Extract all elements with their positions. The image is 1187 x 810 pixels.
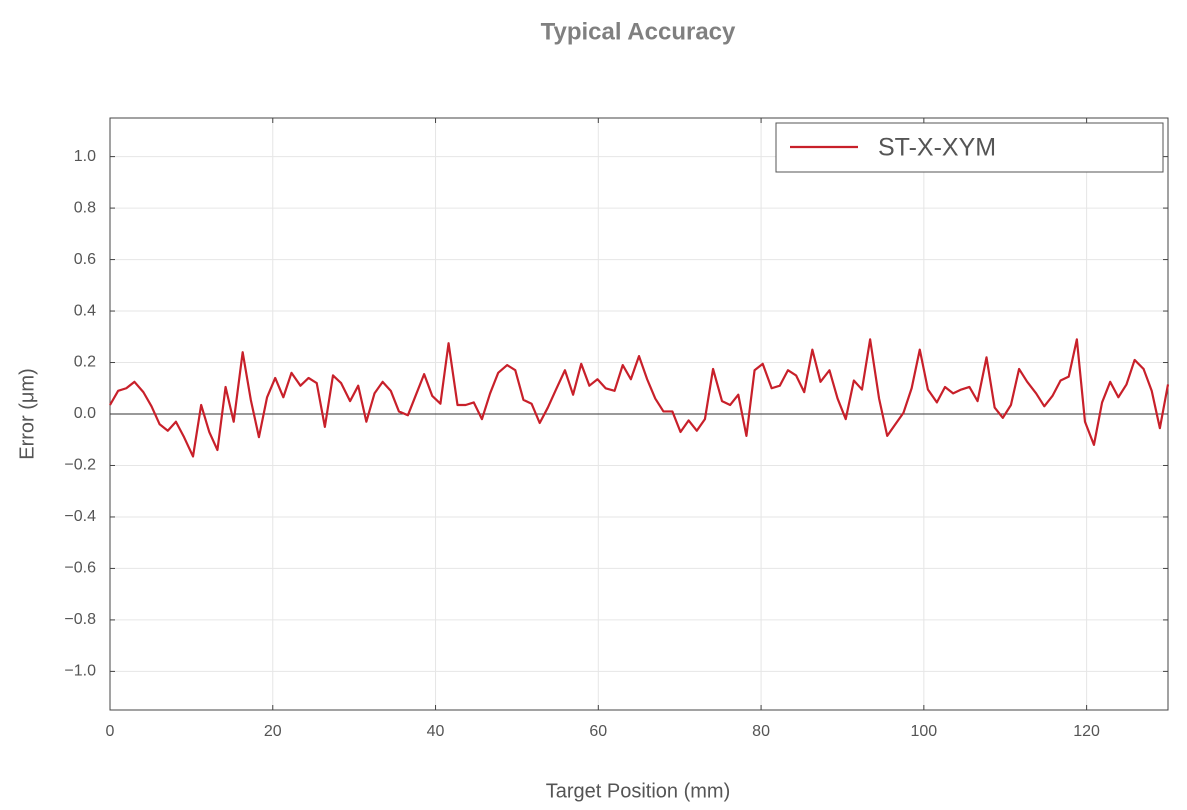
y-tick-label: −0.4: [64, 508, 96, 525]
x-tick-label: 80: [752, 723, 770, 740]
chart-title: Typical Accuracy: [541, 18, 736, 45]
legend-label: ST-X-XYM: [878, 134, 996, 162]
data-line: [109, 338, 1170, 458]
y-tick-label: −0.6: [64, 560, 96, 577]
y-tick-label: 0.8: [74, 199, 96, 216]
y-tick-label: −1.0: [64, 663, 96, 680]
y-tick-label: 0.2: [74, 354, 96, 371]
y-axis-label: Error (μm): [16, 368, 38, 460]
plot-frame: [109, 117, 1169, 711]
x-axis-label: Target Position (mm): [546, 780, 731, 802]
x-tick-label: 120: [1073, 723, 1100, 740]
x-tick-label: 100: [910, 723, 937, 740]
x-tick-label: 60: [589, 723, 607, 740]
x-tick-label: 20: [264, 723, 282, 740]
y-tick-label: 1.0: [74, 148, 96, 165]
y-tick-label: −0.8: [64, 611, 96, 628]
x-tick-label: 40: [427, 723, 445, 740]
y-tick-label: −0.2: [64, 457, 96, 474]
y-tick-label: 0.6: [74, 251, 96, 268]
y-tick-label: 0.4: [74, 302, 96, 319]
x-tick-label: 0: [106, 723, 115, 740]
y-tick-label: 0.0: [74, 405, 96, 422]
